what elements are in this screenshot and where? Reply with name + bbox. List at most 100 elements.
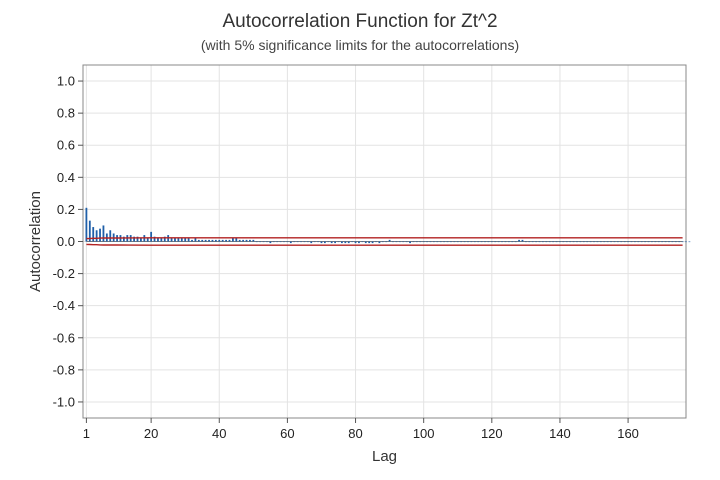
acf-bar	[419, 241, 422, 243]
acf-bar	[286, 241, 289, 243]
acf-bar	[163, 236, 166, 242]
acf-bar	[657, 241, 660, 243]
acf-bar	[456, 241, 459, 243]
acf-bar	[651, 241, 653, 243]
acf-bar	[599, 241, 602, 243]
acf-bar	[323, 241, 326, 244]
x-axis-title: Lag	[372, 448, 397, 465]
acf-bar	[432, 241, 435, 243]
acf-bar	[194, 238, 197, 242]
acf-bar	[289, 241, 292, 244]
acf-bar	[409, 241, 411, 244]
acf-bar	[484, 241, 486, 243]
y-tick-label: 0.8	[57, 106, 75, 121]
acf-bar	[330, 241, 333, 244]
acf-bar	[231, 238, 234, 242]
acf-bar	[218, 239, 221, 242]
acf-bar	[542, 241, 544, 243]
acf-bar	[610, 241, 612, 243]
acf-bar	[480, 241, 483, 243]
y-tick-label: 0.2	[57, 202, 75, 217]
acf-bar	[559, 241, 561, 243]
acf-bar	[398, 241, 401, 243]
acf-bar	[633, 241, 636, 243]
acf-bar	[562, 241, 565, 243]
acf-bar	[637, 241, 640, 243]
acf-bar	[225, 239, 227, 242]
acf-bar	[262, 241, 265, 243]
acf-bar	[211, 239, 214, 242]
acf-bar	[538, 241, 541, 243]
acf-bar	[378, 241, 381, 244]
acf-bar	[344, 241, 347, 244]
acf-bar	[201, 239, 204, 242]
acf-bar	[572, 241, 575, 243]
acf-bar	[640, 241, 643, 243]
y-tick-label: 0.6	[57, 138, 75, 153]
acf-bar	[351, 241, 354, 243]
acf-bar	[565, 241, 568, 243]
upper-significance-limit	[86, 237, 683, 240]
acf-bar	[439, 241, 442, 243]
acf-bar	[579, 241, 582, 243]
acf-bar	[300, 241, 302, 243]
acf-bar	[514, 241, 517, 243]
acf-bar	[422, 241, 425, 243]
x-tick-label: 160	[617, 426, 639, 441]
acf-bar	[272, 241, 275, 243]
acf-bar	[429, 241, 432, 243]
acf-bar	[276, 241, 279, 243]
acf-bar	[191, 239, 193, 242]
acf-bar	[524, 241, 527, 243]
acf-bar	[375, 241, 377, 243]
acf-bar	[122, 236, 125, 242]
acf-bar	[180, 238, 183, 242]
acf-bar	[228, 239, 231, 242]
acf-bar	[453, 241, 456, 243]
acf-bar	[88, 220, 91, 242]
y-tick-label: 0.4	[57, 170, 75, 185]
acf-bar	[303, 241, 306, 243]
acf-bar	[582, 241, 585, 243]
x-tick-label: 140	[549, 426, 571, 441]
acf-bar	[436, 241, 439, 243]
acf-bar	[470, 241, 473, 243]
acf-bar	[320, 241, 323, 244]
acf-bar	[235, 238, 238, 242]
acf-bar	[269, 241, 272, 244]
acf-bar	[371, 241, 374, 244]
acf-bar	[177, 238, 180, 242]
acf-bar	[184, 238, 187, 242]
acf-bar	[364, 241, 367, 244]
acf-bar	[92, 227, 95, 242]
acf-bar	[405, 241, 408, 243]
acf-bar	[589, 241, 592, 243]
acf-bar	[463, 241, 466, 243]
x-tick-label: 1	[83, 426, 90, 441]
acf-bar	[354, 241, 357, 244]
acf-bar	[146, 238, 149, 242]
acf-bar	[596, 241, 599, 243]
acf-bar	[85, 207, 88, 242]
acf-bar	[388, 239, 391, 242]
acf-bar	[545, 241, 548, 243]
y-tick-label: -0.8	[53, 362, 75, 377]
acf-bar	[358, 241, 360, 244]
acf-bar	[501, 241, 503, 243]
acf-bar	[306, 241, 309, 243]
acf-bar	[259, 241, 262, 243]
acf-bar	[381, 241, 384, 243]
acf-bar	[245, 239, 248, 242]
acf-bar	[140, 238, 142, 242]
acf-bar	[620, 241, 623, 243]
acf-bar	[630, 241, 633, 243]
acf-bar	[688, 241, 691, 243]
acf-bar	[460, 241, 463, 243]
acf-bar	[255, 241, 258, 243]
chart-subtitle: (with 5% significance limits for the aut…	[200, 37, 520, 53]
acf-bar	[347, 241, 350, 244]
acf-bar	[266, 241, 268, 243]
acf-bar	[674, 241, 677, 243]
acf-bar	[317, 241, 319, 243]
